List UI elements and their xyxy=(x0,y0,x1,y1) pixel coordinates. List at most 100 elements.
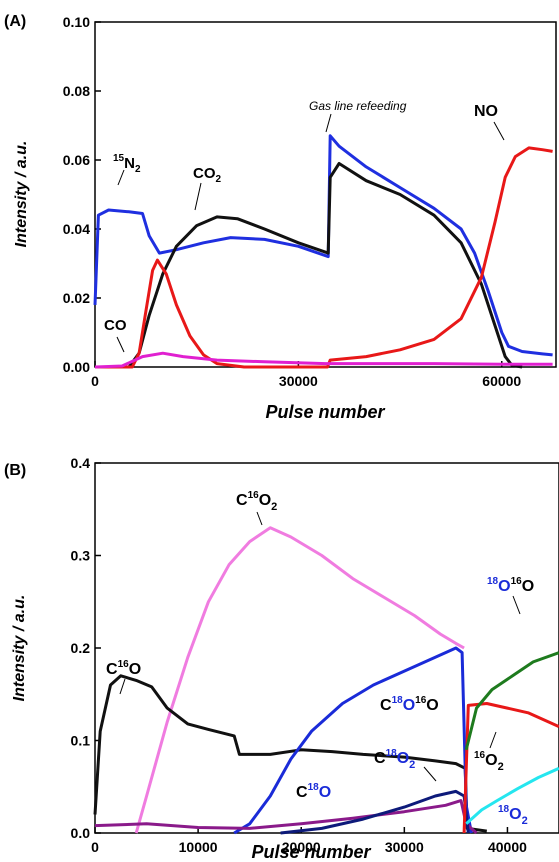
y-tick-label: 0.04 xyxy=(63,221,90,237)
y-tick-label: 0.3 xyxy=(71,548,91,564)
series-line-1 xyxy=(134,526,465,834)
annotation-c16o-c: C xyxy=(106,661,118,678)
series-line-4 xyxy=(94,799,478,835)
y-ticks-b: 0.0 0.1 0.2 0.3 0.4 xyxy=(71,455,101,841)
annotation-18o16o-mass18: 18 xyxy=(487,576,499,587)
annotation-c18o16o-c: C xyxy=(380,697,392,714)
arrow-co2 xyxy=(194,182,202,211)
x-tick-label: 60000 xyxy=(482,373,521,389)
plot-frame-a xyxy=(94,21,557,368)
x-tick-label: 0 xyxy=(91,839,99,855)
series-line-2 xyxy=(93,674,488,833)
y-tick-label: 0.0 xyxy=(71,825,91,841)
series-line-8 xyxy=(465,766,559,825)
series-line-5 xyxy=(280,789,470,835)
series-line-3 xyxy=(95,146,553,369)
y-tick-label: 0.2 xyxy=(71,640,91,656)
annotation-18o2-o: O xyxy=(509,806,521,823)
annotation-18o16o: 18O16O xyxy=(487,576,534,595)
annotation-c18o2-c: C xyxy=(374,750,386,767)
annotation-16o2-sub: 2 xyxy=(498,761,504,773)
series-line-3 xyxy=(233,646,473,835)
annotation-c18o2-mass: 18 xyxy=(386,748,398,759)
annotation-co: CO xyxy=(104,317,127,334)
series-line-4 xyxy=(94,351,553,369)
annotation-18o2: 18O2 xyxy=(498,804,528,827)
x-tick-label: 40000 xyxy=(488,839,527,855)
arrow-c16o2 xyxy=(256,511,263,526)
series-line-2 xyxy=(95,162,523,369)
plot-frame-b xyxy=(94,462,559,834)
chart-b: 0.00.10.20.30.4 0 10000 20000 30000 40000 C1… xyxy=(11,455,559,862)
annotation-c16o2-o: O xyxy=(259,492,271,509)
annotation-c18o-c: C xyxy=(296,784,308,801)
x-tick-label: 0 xyxy=(91,373,99,389)
annotation-c16o2-mass: 16 xyxy=(248,490,260,501)
annotation-15n2-sub: 2 xyxy=(135,164,141,175)
annotation-gas-line-refeeding: Gas line refeeding xyxy=(309,99,407,113)
annotation-c18o16o-o18: O xyxy=(403,697,415,714)
series-line-6 xyxy=(462,702,559,834)
annotation-16o2-o: O xyxy=(485,752,497,769)
annotation-16o2-mass: 16 xyxy=(474,750,486,761)
chart-a: 0.000.020.040.060.080.10 0 30000 60000 15N… xyxy=(13,14,557,422)
annotation-c18o16o-mass16: 16 xyxy=(415,695,427,706)
annotation-c16o-mass: 16 xyxy=(118,659,130,670)
panel-label-a: (A) xyxy=(4,13,26,30)
annotation-c18o2-o: O xyxy=(397,750,409,767)
y-tick-label: 0.06 xyxy=(63,152,90,168)
x-axis-label-b: Pulse number xyxy=(251,842,371,862)
annotation-18o16o-mass16: 16 xyxy=(511,576,523,587)
panel-label-b: (B) xyxy=(4,462,26,479)
y-tick-label: 0.08 xyxy=(63,83,90,99)
annotation-18o2-mass: 18 xyxy=(498,804,510,815)
arrow-18o16o xyxy=(512,595,521,615)
x-tick-label: 30000 xyxy=(385,839,424,855)
annotation-18o16o-o18: O xyxy=(498,578,510,595)
y-tick-label: 0.10 xyxy=(63,14,90,30)
x-tick-label: 30000 xyxy=(279,373,318,389)
annotation-co2: CO2 xyxy=(193,165,222,185)
annotation-c18o2: C18O2 xyxy=(374,748,415,771)
arrow-c16o xyxy=(119,678,126,695)
arrow-co xyxy=(116,336,125,353)
series-line-7 xyxy=(464,651,559,751)
annotation-co2-main: CO xyxy=(193,165,216,182)
y-axis-label-a: Intensity / a.u. xyxy=(13,141,30,248)
annotation-no: NO xyxy=(474,103,498,120)
y-tick-label: 0.02 xyxy=(63,290,90,306)
y-ticks-a: 0.00 0.02 0.04 0.06 0.08 0.10 xyxy=(63,14,101,375)
x-ticks-b: 0 10000 20000 30000 40000 xyxy=(91,827,527,855)
y-tick-label: 0.00 xyxy=(63,359,90,375)
arrow-16o2 xyxy=(489,731,497,749)
arrow-c18o2 xyxy=(423,766,437,782)
y-tick-label: 0.1 xyxy=(71,733,91,749)
annotation-c16o2-sub: 2 xyxy=(271,501,277,513)
series-b xyxy=(93,526,559,835)
x-axis-label-a: Pulse number xyxy=(265,402,385,422)
annotation-15n2: 15N2 xyxy=(113,153,141,175)
annotation-c16o2-c: C xyxy=(236,492,248,509)
annotation-c16o2: C16O2 xyxy=(236,490,277,513)
y-tick-label: 0.4 xyxy=(71,455,91,471)
annotation-15n2-mass: 15 xyxy=(113,153,125,164)
annotation-c18o-mass: 18 xyxy=(308,782,320,793)
x-tick-label: 20000 xyxy=(282,839,321,855)
annotation-co2-sub: 2 xyxy=(216,174,222,185)
arrow-gas-line xyxy=(325,113,332,133)
arrow-15n2 xyxy=(117,169,125,186)
annotation-15n2-main: N xyxy=(124,155,135,172)
arrow-no xyxy=(493,121,505,141)
annotation-18o16o-o16: O xyxy=(522,578,534,595)
annotation-c18o2-sub: 2 xyxy=(409,759,415,771)
x-tick-label: 10000 xyxy=(179,839,218,855)
annotation-c16o: C16O xyxy=(106,659,141,678)
series-a xyxy=(93,134,553,369)
annotation-c18o16o: C18O16O xyxy=(380,695,439,714)
annotation-c18o16o-mass18: 18 xyxy=(392,695,404,706)
annotation-18o2-sub: 2 xyxy=(522,815,528,827)
y-axis-label-b: Intensity / a.u. xyxy=(11,595,28,702)
annotation-c18o: C18O xyxy=(296,782,331,801)
annotation-c18o16o-o16: O xyxy=(426,697,438,714)
